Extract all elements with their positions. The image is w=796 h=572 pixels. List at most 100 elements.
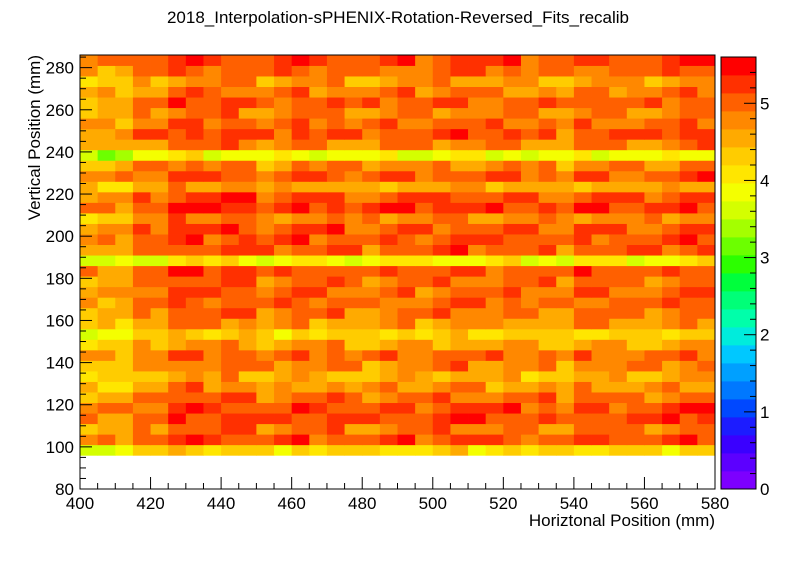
heatmap-cell [309, 128, 328, 140]
heatmap-cell [97, 255, 116, 267]
heatmap-cell [80, 434, 99, 446]
heatmap-cell [185, 97, 204, 109]
heatmap-cell [97, 234, 116, 246]
heatmap-cell [485, 265, 504, 277]
heatmap-cell [362, 170, 381, 182]
heatmap-cell [591, 118, 610, 130]
heatmap-cell [115, 118, 134, 130]
heatmap-cell [556, 76, 575, 87]
y-tick-label: 100 [46, 438, 74, 457]
heatmap-cell [221, 444, 240, 456]
heatmap-cell [291, 202, 310, 214]
heatmap-cell [556, 328, 575, 340]
heatmap-cell [662, 371, 681, 382]
heatmap-cell [256, 297, 275, 309]
heatmap-cell [326, 170, 345, 182]
heatmap-cell [397, 213, 416, 224]
heatmap-cell [556, 444, 575, 456]
heatmap-cell [679, 55, 698, 66]
heatmap-cell [432, 244, 451, 256]
heatmap-cell [644, 423, 663, 435]
heatmap-cell [697, 360, 716, 372]
heatmap-cell [468, 423, 487, 435]
heatmap-cell [573, 160, 592, 172]
heatmap-cell [520, 86, 540, 98]
heatmap-cell [115, 244, 134, 256]
heatmap-cell [221, 255, 240, 267]
heatmap-cell [485, 423, 504, 435]
heatmap-cell [415, 160, 434, 172]
heatmap-cell [97, 86, 116, 98]
heatmap-cell [115, 170, 134, 182]
heatmap-cell [185, 128, 204, 140]
heatmap-cell [397, 349, 416, 361]
heatmap-cell [591, 307, 610, 319]
heatmap-cell [326, 339, 345, 351]
heatmap-cell [662, 318, 681, 330]
heatmap-cell [503, 181, 522, 193]
heatmap-cell [415, 392, 434, 404]
heatmap-cell [591, 170, 610, 182]
heatmap-cell [520, 55, 540, 66]
heatmap-cell [538, 349, 557, 361]
heatmap-cell [697, 149, 716, 161]
heatmap-cell [556, 65, 575, 77]
heatmap-cell [503, 86, 522, 98]
heatmap-cell [644, 402, 663, 414]
heatmap-cell [168, 97, 187, 109]
heatmap-cell [697, 297, 716, 309]
heatmap-cell [432, 139, 451, 151]
heatmap-cell [80, 160, 99, 172]
heatmap-cell [185, 371, 204, 382]
heatmap-cell [450, 170, 469, 182]
heatmap-cell [256, 286, 275, 298]
heatmap-cell [115, 307, 134, 319]
heatmap-cell [415, 128, 434, 140]
heatmap-cell [97, 297, 116, 309]
heatmap-cell [150, 86, 169, 98]
heatmap-cell [326, 181, 345, 193]
heatmap-cell [485, 328, 504, 340]
heatmap-cell [256, 76, 275, 87]
heatmap-cell [679, 255, 698, 267]
heatmap-cell [256, 402, 275, 414]
heatmap-cell [538, 76, 557, 87]
heatmap-cell [591, 191, 610, 203]
heatmap-cell [344, 434, 363, 446]
heatmap-cell [450, 160, 469, 172]
heatmap-cell [397, 244, 416, 256]
heatmap-cell [485, 139, 504, 151]
heatmap-cell [520, 255, 540, 267]
heatmap-cell [626, 349, 645, 361]
heatmap-cell [432, 191, 451, 203]
heatmap-cell [432, 213, 451, 224]
heatmap-cell [326, 65, 345, 77]
heatmap-cell [538, 318, 557, 330]
heatmap-cell [132, 202, 151, 214]
heatmap-cell [309, 76, 328, 87]
heatmap-cell [132, 413, 151, 425]
heatmap-cell [503, 149, 522, 161]
heatmap-cell [468, 128, 487, 140]
heatmap-cell [115, 234, 134, 246]
heatmap-cell [432, 413, 451, 425]
heatmap-cell [238, 213, 257, 224]
heatmap-cell [238, 286, 257, 298]
heatmap-cell [432, 160, 451, 172]
heatmap-cell [326, 213, 345, 224]
heatmap-cell [291, 381, 310, 393]
heatmap-cell [556, 86, 575, 98]
heatmap-cell [520, 339, 540, 351]
heatmap-cell [221, 234, 240, 246]
heatmap-cell [450, 349, 469, 361]
x-tick-label: 500 [419, 494, 447, 513]
heatmap-cell [450, 434, 469, 446]
heatmap-cell [379, 170, 398, 182]
heatmap-cell [503, 423, 522, 435]
heatmap-cell [644, 107, 663, 119]
heatmap-cell [309, 307, 328, 319]
heatmap-cell [538, 213, 557, 224]
heatmap-cell [221, 339, 240, 351]
heatmap-cell [679, 444, 698, 456]
heatmap-cell [97, 371, 116, 382]
